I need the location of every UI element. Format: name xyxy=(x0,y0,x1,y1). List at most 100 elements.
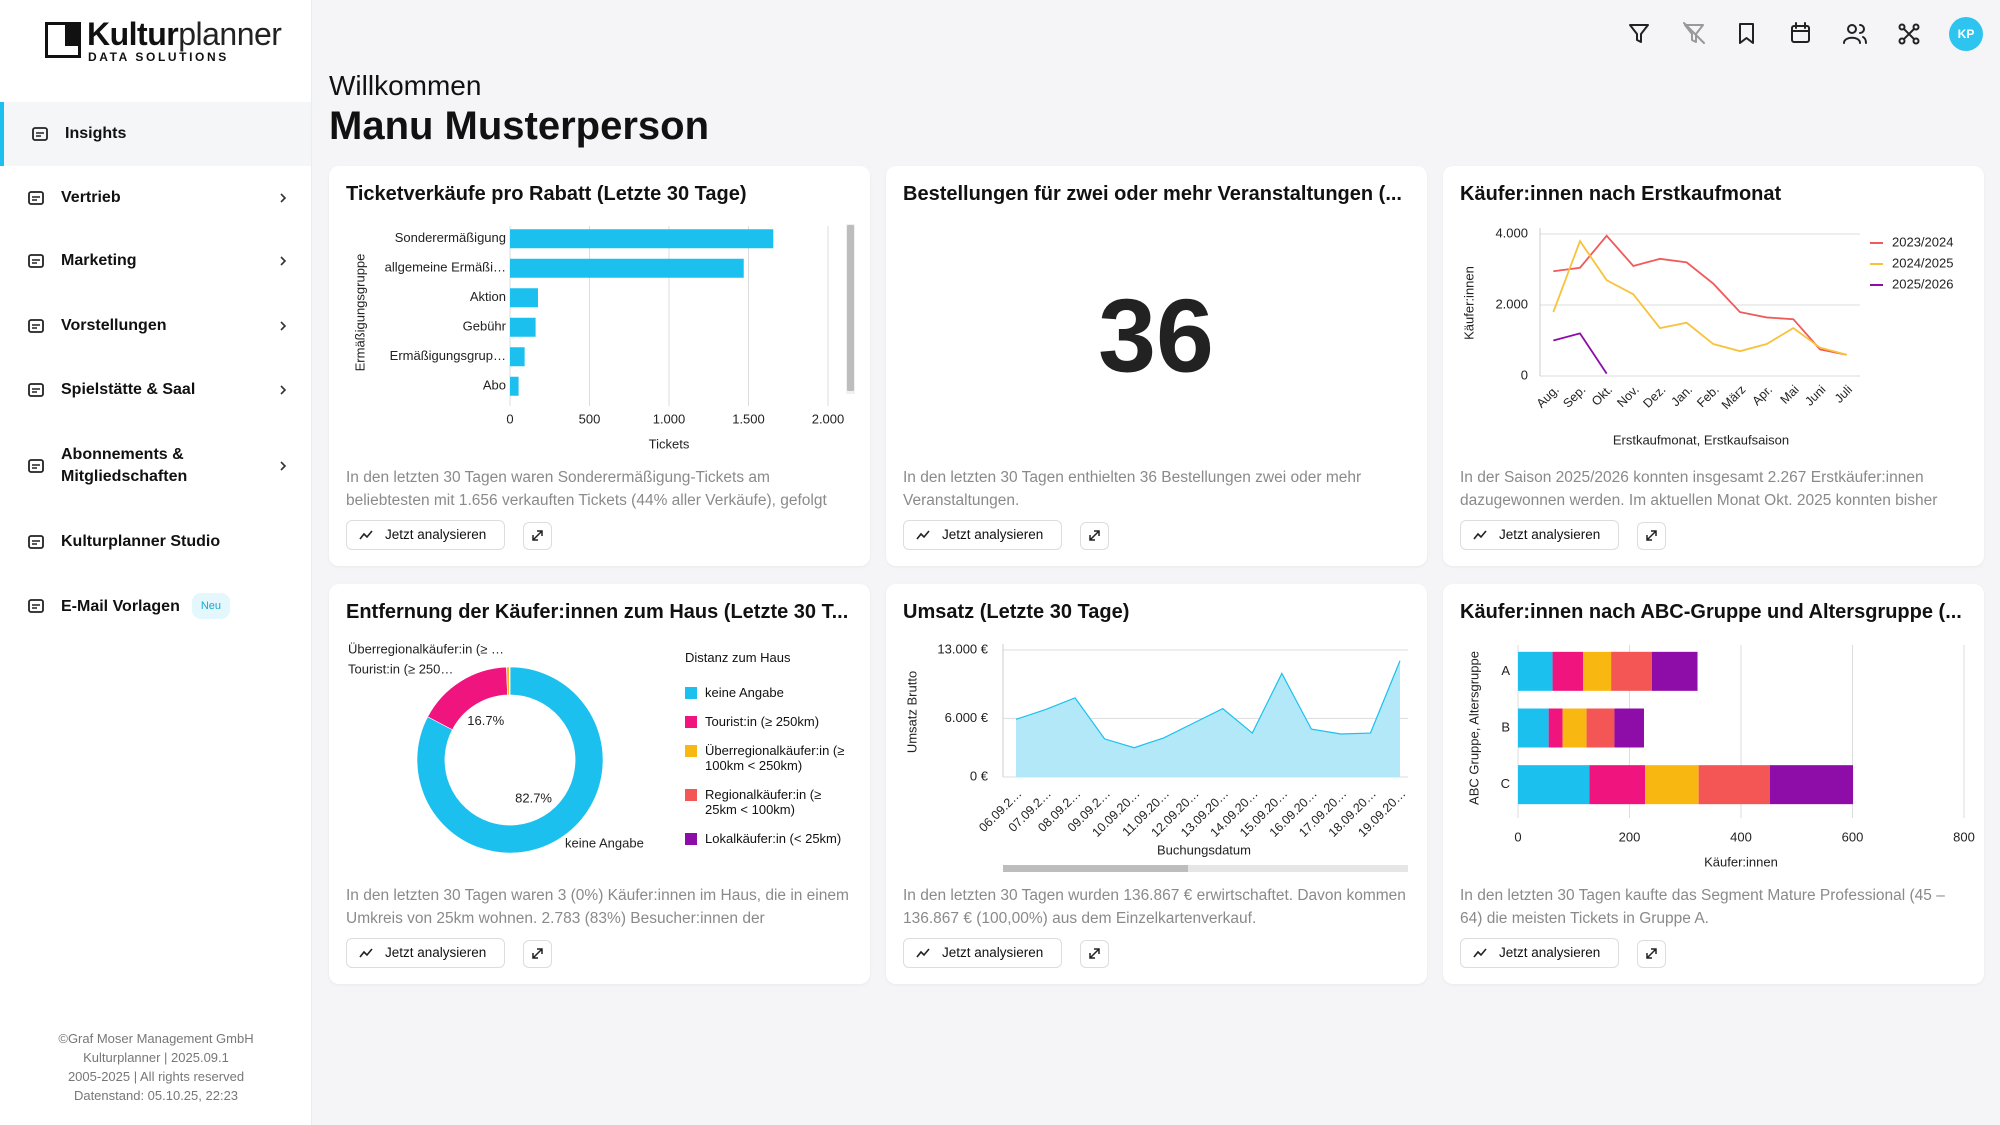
nav-item[interactable]: Kulturplanner Studio xyxy=(0,510,311,574)
nav-item[interactable]: Abonnements & Mitgliedschaften xyxy=(0,434,311,498)
nav-icon-shape xyxy=(28,459,44,473)
card-description: In den letzten 30 Tagen enthielten 36 Be… xyxy=(903,469,1362,509)
bar-segment xyxy=(1548,708,1563,748)
x-tick-label: März xyxy=(1719,383,1749,413)
analyze-button[interactable]: Jetzt analysieren xyxy=(346,520,506,550)
expand-button[interactable] xyxy=(523,940,552,968)
nav-label-text: Abonnements & Mitgliedschaften xyxy=(61,446,188,485)
logo-title: Kulturplanner xyxy=(87,16,282,53)
nav-icon-shape xyxy=(36,132,44,137)
nav-label: Vorstellungen xyxy=(61,315,251,337)
logo-mark xyxy=(45,22,81,58)
y-tick-label: Abo xyxy=(483,378,506,393)
expand-button[interactable] xyxy=(1637,522,1666,550)
analyze-button[interactable]: Jetzt analysieren xyxy=(346,938,506,968)
x-tick-label: Mai xyxy=(1778,383,1802,407)
expand-button[interactable] xyxy=(1080,522,1109,550)
x-axis-label: Käufer:innen xyxy=(1704,854,1778,869)
button-label: Jetzt analysieren xyxy=(385,527,487,542)
pie-slice xyxy=(416,666,604,854)
bar-segment xyxy=(1583,651,1612,691)
trend-icon-shape xyxy=(359,530,373,540)
x-tick-label: 0 xyxy=(506,411,513,426)
nav-icon-shape xyxy=(28,383,44,397)
bar-segment xyxy=(1651,651,1698,691)
legend-item[interactable]: Regionalkäufer:in (≥ 25km < 100km) xyxy=(685,787,850,817)
expand-icon xyxy=(1089,948,1100,959)
users-icon[interactable] xyxy=(1843,24,1867,44)
expand-icon xyxy=(532,530,543,541)
legend-item[interactable]: keine Angabe xyxy=(685,685,850,700)
legend-label: 2024/2025 xyxy=(1892,255,1953,270)
legend-swatch xyxy=(685,789,697,801)
x-tick-label: Nov. xyxy=(1614,383,1641,410)
bar-segment xyxy=(1518,765,1590,805)
nav-label: Insights xyxy=(65,123,255,145)
nav-item[interactable]: E-Mail Vorlagen Neu xyxy=(0,574,311,638)
bar xyxy=(510,229,774,249)
value-label: 82.7% xyxy=(515,790,552,805)
card-title: Entfernung der Käufer:innen zum Haus (Le… xyxy=(346,601,849,623)
bar xyxy=(510,317,536,337)
y-tick-label: Sonderermäßigung xyxy=(395,230,506,245)
button-label: Jetzt analysieren xyxy=(942,945,1044,960)
filter-off-icon[interactable] xyxy=(1683,22,1705,44)
trend-icon xyxy=(359,948,373,958)
y-tick-label: 0 € xyxy=(970,768,989,783)
logo-subtitle: DATA SOLUTIONS xyxy=(88,50,229,64)
nav-label-text: Insights xyxy=(65,125,127,142)
button-label: Jetzt analysieren xyxy=(385,945,487,960)
legend-item[interactable]: Überregionalkäufer:in (≥ 100km < 250km) xyxy=(685,743,850,773)
expand-icon-shape xyxy=(532,948,543,959)
nav-item[interactable]: Vorstellungen xyxy=(0,294,311,358)
nav-label-text: Vertrieb xyxy=(61,189,121,206)
chevron xyxy=(280,385,287,395)
card-title: Käufer:innen nach ABC-Gruppe und Altersg… xyxy=(1460,601,1962,623)
area-line xyxy=(1015,660,1401,749)
expand-button[interactable] xyxy=(1637,940,1666,968)
nav-label: Abonnements & Mitgliedschaften xyxy=(61,444,251,488)
x-tick-label: Juni xyxy=(1802,383,1828,409)
nav-icon-shape xyxy=(32,127,48,141)
y-tick-label: Gebühr xyxy=(463,319,507,334)
y-tick-label: B xyxy=(1501,719,1510,734)
nav-label-text: E-Mail Vorlagen xyxy=(61,598,180,615)
analyze-button[interactable]: Jetzt analysieren xyxy=(903,938,1063,968)
analyze-button[interactable]: Jetzt analysieren xyxy=(1460,520,1620,550)
y-tick-label: 6.000 € xyxy=(945,710,989,725)
nav-item[interactable]: Vertrieb xyxy=(0,166,311,230)
legend-title: Distanz zum Haus xyxy=(685,650,791,665)
legend-item[interactable]: Lokalkäufer:in (< 25km) xyxy=(685,831,850,846)
nav-item[interactable]: Insights xyxy=(0,102,311,166)
y-tick-label: Aktion xyxy=(470,289,506,304)
nav-item[interactable]: Marketing xyxy=(0,229,311,293)
expand-button[interactable] xyxy=(1080,940,1109,968)
x-tick-label: Apr. xyxy=(1749,383,1775,409)
y-axis-label: ABC Gruppe, Altersgruppe xyxy=(1466,651,1481,805)
analyze-button[interactable]: Jetzt analysieren xyxy=(903,520,1063,550)
bar xyxy=(510,258,744,278)
button-label: Jetzt analysieren xyxy=(1499,527,1601,542)
nav-icon-shape xyxy=(28,254,44,268)
nav-icon-shape xyxy=(28,191,44,205)
bar-segment xyxy=(1518,708,1549,748)
card-description: In den letzten 30 Tagen wurden 136.867 €… xyxy=(903,887,1406,927)
expand-button[interactable] xyxy=(523,522,552,550)
nav-icon-shape xyxy=(28,319,44,333)
filter-icon[interactable] xyxy=(1629,24,1649,43)
nav-item[interactable]: Spielstätte & Saal xyxy=(0,358,311,422)
chevron-shape xyxy=(280,193,287,203)
avatar[interactable] xyxy=(1949,17,1983,51)
connect-icon[interactable] xyxy=(1898,23,1920,45)
x-tick-label: 500 xyxy=(579,411,601,426)
bookmark-icon[interactable] xyxy=(1739,23,1754,44)
calendar-icon[interactable] xyxy=(1791,22,1810,43)
x-tick-label: Feb. xyxy=(1694,383,1722,411)
nav-icon xyxy=(32,127,48,141)
analyze-button[interactable]: Jetzt analysieren xyxy=(1460,938,1620,968)
area xyxy=(1016,660,1400,777)
legend-item[interactable]: Tourist:in (≥ 250km) xyxy=(685,714,850,729)
y-tick-label: A xyxy=(1501,663,1510,678)
nav-icon-shape xyxy=(32,540,40,545)
